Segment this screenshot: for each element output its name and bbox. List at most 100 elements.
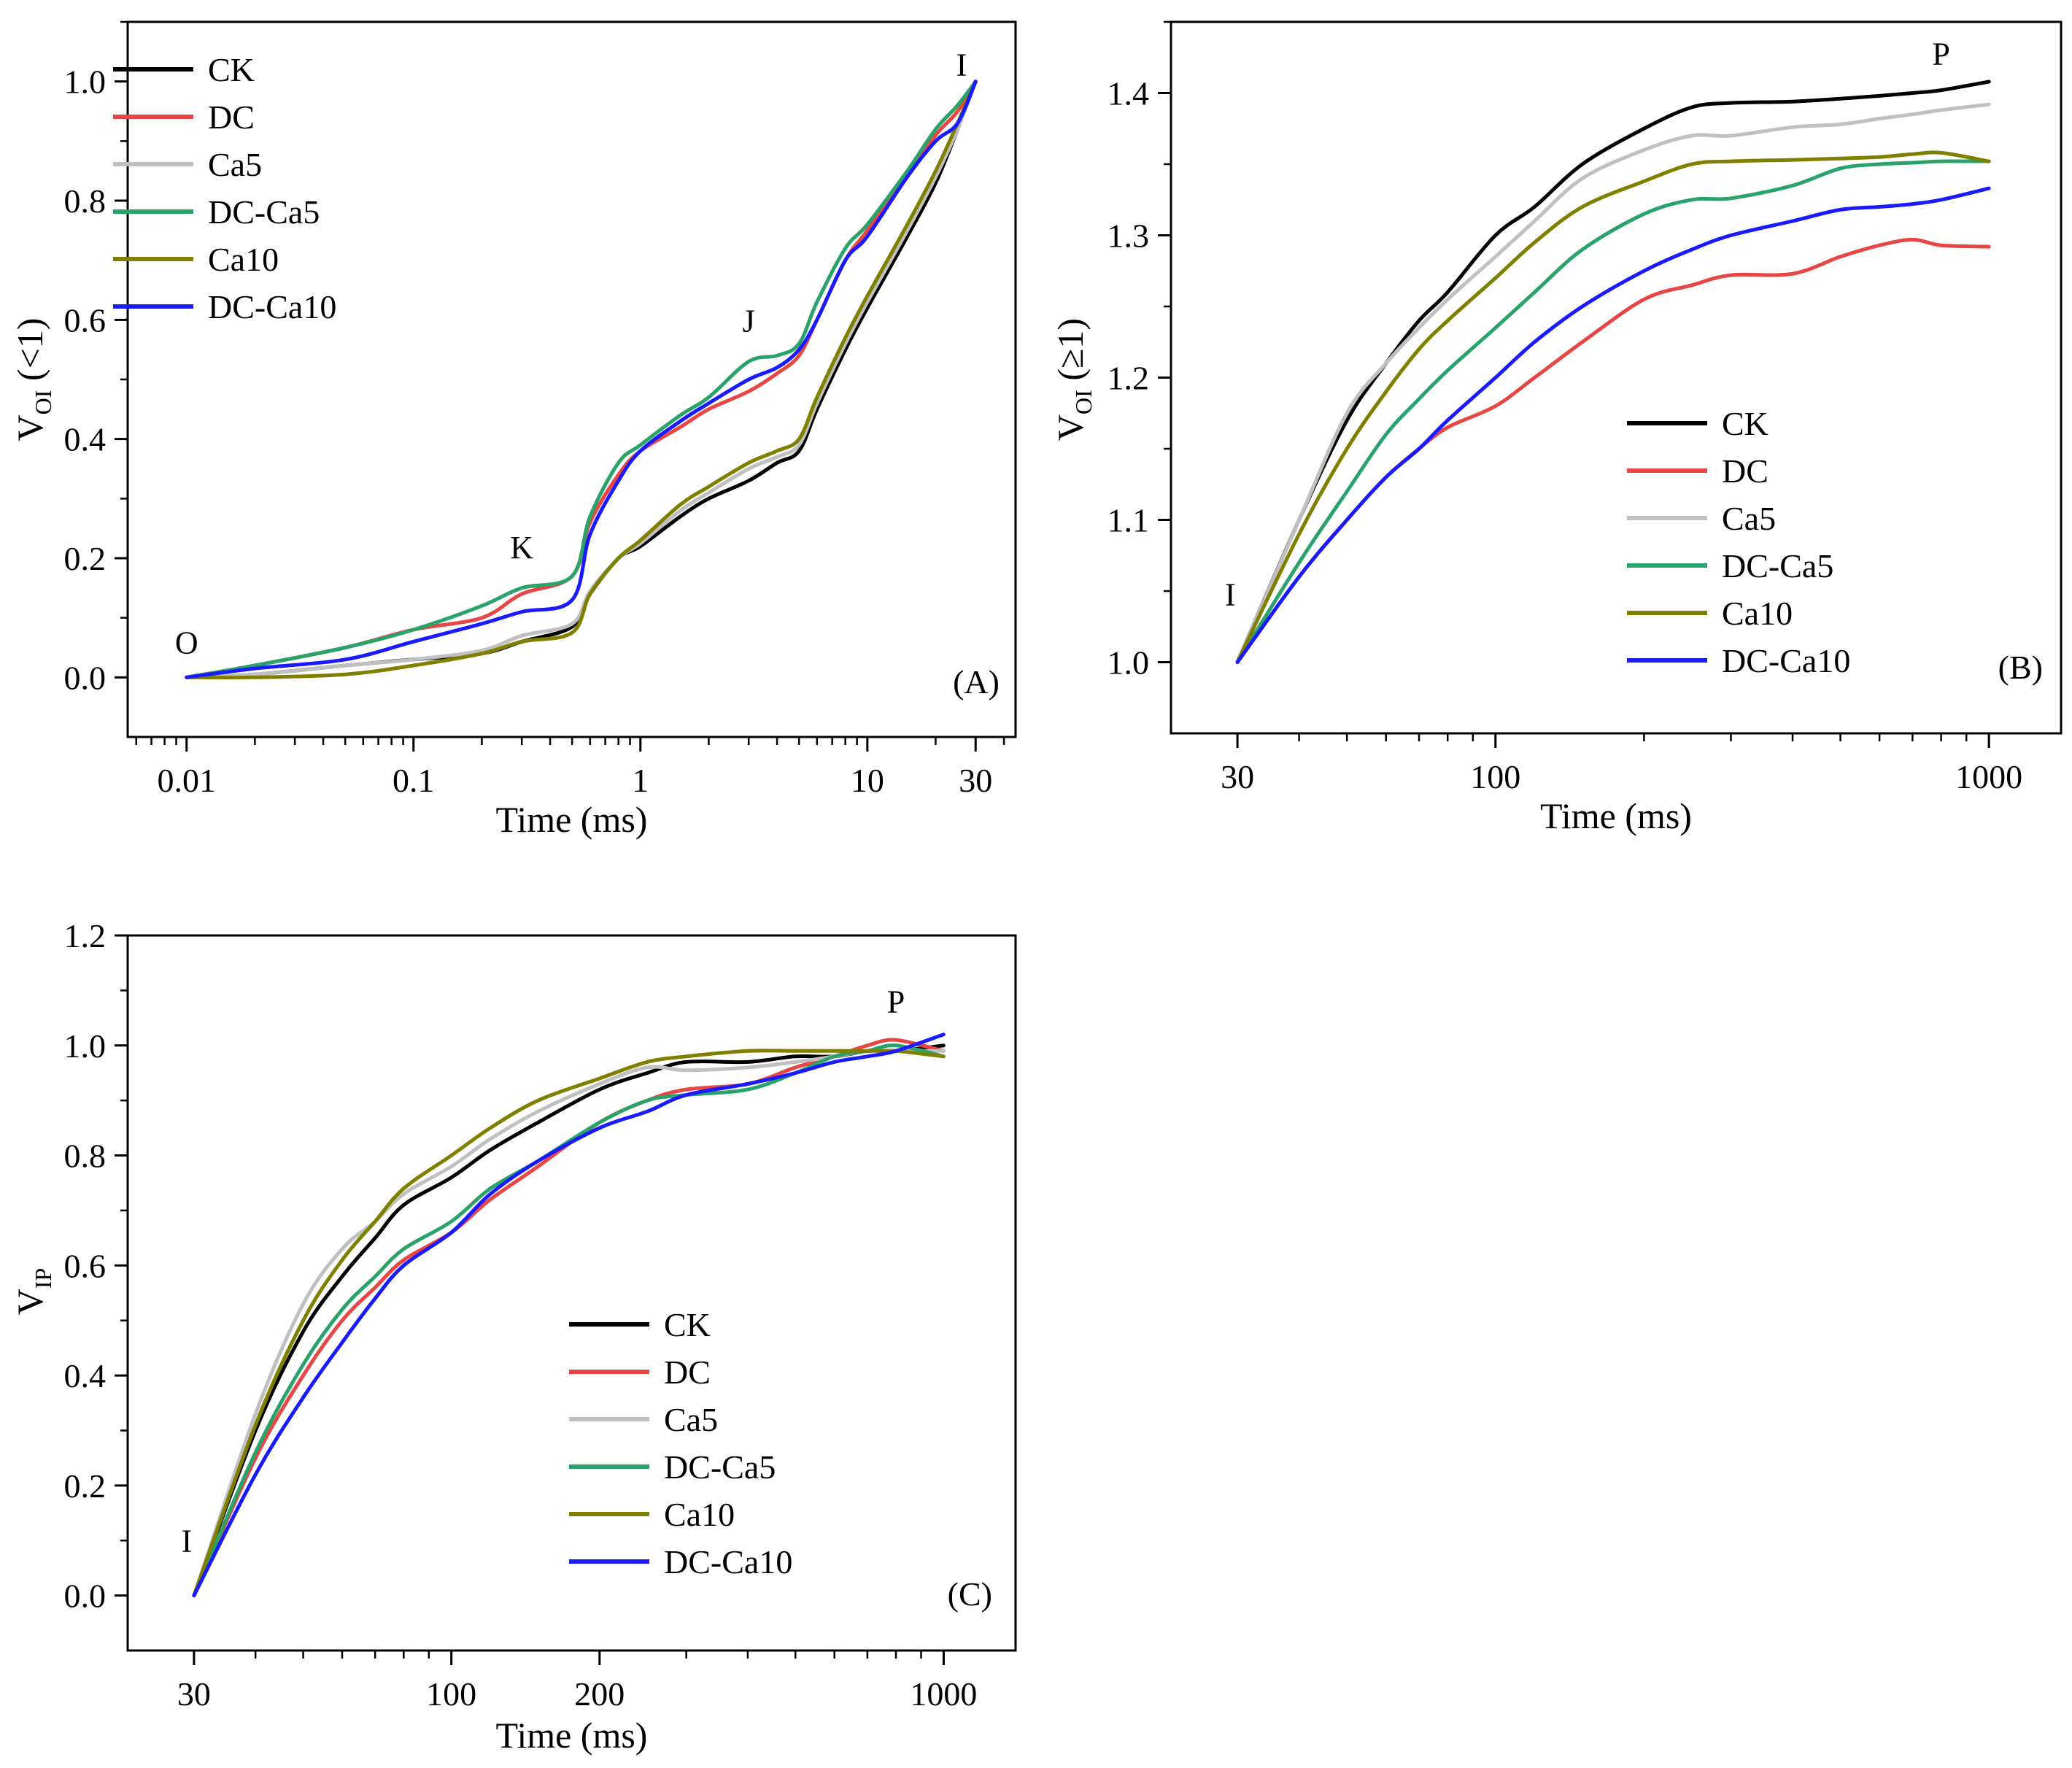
y-tick-label-1-0: 1.0 xyxy=(64,63,107,101)
y-tick-label-0-6: 0.6 xyxy=(64,1247,107,1284)
series-line-ca10 xyxy=(185,80,978,680)
panel-label: (A) xyxy=(953,663,1000,700)
legend-label-ca5: Ca5 xyxy=(208,146,262,183)
series-line-ck xyxy=(1235,80,1991,664)
y-tick-label-0-4: 0.4 xyxy=(64,421,107,458)
legend-label-ck: CK xyxy=(208,51,255,88)
plot-frame xyxy=(1170,20,2063,735)
legend: CK DC Ca5 DC-Ca5 Ca10 DC-Ca10 xyxy=(569,1306,792,1580)
x-tick-label-1000: 1000 xyxy=(910,1675,977,1713)
x-tick-label-100: 100 xyxy=(1470,758,1520,795)
series-line-ca5 xyxy=(185,80,978,679)
y-axis-title-suffix: (≥1) xyxy=(1050,318,1091,390)
x-axis-title: Time (ms) xyxy=(496,1715,648,1756)
y-tick-label-1-2: 1.2 xyxy=(1107,360,1150,397)
x-tick-label-30: 30 xyxy=(959,762,992,799)
panel-b: 30 100 1000 1.0 1.1 1.2 1.3 1.4 Time (ms) VOI (≥1… xyxy=(1050,20,2063,836)
panel-a: 0.01 0.1 1 10 30 0.0 0.2 0.4 0.6 0.8 1.0 Time (ms) V… xyxy=(9,20,1017,840)
x-tick-label-30: 30 xyxy=(1221,758,1254,795)
plot-frame xyxy=(126,934,1017,1652)
y-axis-title-main: V xyxy=(9,1289,50,1315)
legend-label-ck: CK xyxy=(664,1306,711,1343)
series-line-dc-ca10 xyxy=(192,1032,946,1598)
y-axis-title: VOI (≥1) xyxy=(1050,318,1097,441)
series-line-dc xyxy=(1235,237,1991,664)
y-tick-label-0-8: 0.8 xyxy=(64,182,107,220)
x-tick-label-100: 100 xyxy=(426,1675,476,1713)
y-tick-label-1-3: 1.3 xyxy=(1107,217,1150,255)
legend-label-dc-ca10: DC-Ca10 xyxy=(208,288,336,325)
legend-label-dc-ca5: DC-Ca5 xyxy=(208,193,320,231)
x-tick-label-10: 10 xyxy=(851,762,884,799)
y-tick-label-1-1: 1.1 xyxy=(1107,502,1150,539)
legend-label-dc-ca10: DC-Ca10 xyxy=(1722,642,1850,679)
x-tick-label-30: 30 xyxy=(177,1675,211,1713)
y-axis-title-main: V xyxy=(1050,414,1091,441)
annotation-p: P xyxy=(887,984,905,1020)
series-line-dc-ca5 xyxy=(185,80,978,679)
series-group xyxy=(1235,80,1991,664)
series-line-dc-ca10 xyxy=(1235,186,1991,664)
annotation-o: O xyxy=(175,625,198,661)
x-axis-title: Time (ms) xyxy=(496,799,648,840)
legend-label-ca10: Ca10 xyxy=(208,241,279,278)
panel-c: 30 100 200 1000 0.0 0.2 0.4 0.6 0.8 1.0 1.2 Time (m… xyxy=(9,917,1017,1756)
legend-label-dc: DC xyxy=(208,99,255,136)
series-group xyxy=(185,80,978,680)
y-axis-title-subscript: OI xyxy=(1070,390,1097,414)
x-axis-title: Time (ms) xyxy=(1540,795,1692,836)
annotation-i: I xyxy=(1225,577,1236,613)
y-tick-label-1-0: 1.0 xyxy=(64,1027,107,1065)
series-line-ca10 xyxy=(192,1049,946,1598)
y-tick-label-0-4: 0.4 xyxy=(64,1357,107,1394)
x-tick-label-1000: 1000 xyxy=(1955,758,2022,795)
legend-label-ca10: Ca10 xyxy=(664,1496,735,1533)
series-line-dc-ca5 xyxy=(192,1043,946,1598)
plot-frame xyxy=(126,20,1017,738)
panel-label: (C) xyxy=(948,1575,992,1613)
legend-label-dc-ca10: DC-Ca10 xyxy=(664,1543,792,1580)
y-tick-label-0-2: 0.2 xyxy=(64,1467,107,1505)
legend-label-dc-ca5: DC-Ca5 xyxy=(1722,547,1833,584)
panel-label: (B) xyxy=(1998,649,2043,686)
series-line-dc-ca5 xyxy=(1235,159,1991,664)
y-axis-title-subscript: OI xyxy=(30,390,56,415)
legend-label-dc-ca5: DC-Ca5 xyxy=(664,1448,776,1486)
legend-label-dc: DC xyxy=(1722,452,1768,490)
annotation-k: K xyxy=(510,530,533,565)
series-group xyxy=(192,1032,946,1598)
series-line-ca5 xyxy=(1235,102,1991,664)
x-tick-label-0-01: 0.01 xyxy=(158,762,217,799)
series-line-ck xyxy=(185,80,978,679)
x-tick-label-1: 1 xyxy=(632,762,649,799)
y-tick-label-0-6: 0.6 xyxy=(64,301,107,339)
y-tick-label-1-2: 1.2 xyxy=(64,917,107,954)
legend-label-ca5: Ca5 xyxy=(664,1401,718,1438)
series-line-dc-ca10 xyxy=(185,80,978,679)
y-axis-title: VIP xyxy=(9,1268,56,1316)
annotation-i: I xyxy=(956,47,967,83)
y-axis-title: VOI (<1) xyxy=(9,318,56,441)
series-line-ck xyxy=(192,1043,946,1598)
y-tick-label-0-0: 0.0 xyxy=(64,1578,107,1615)
series-line-dc xyxy=(185,80,978,679)
annotation-i: I xyxy=(182,1523,193,1559)
y-axis-title-subscript: IP xyxy=(30,1268,56,1289)
legend: CK DC Ca5 DC-Ca5 Ca10 DC-Ca10 xyxy=(1627,405,1850,679)
y-axis-title-main: V xyxy=(9,414,50,441)
annotation-p: P xyxy=(1932,36,1949,72)
legend-label-ca10: Ca10 xyxy=(1722,595,1793,632)
annotation-j: J xyxy=(743,304,755,339)
legend: CK DC Ca5 DC-Ca5 Ca10 DC-Ca10 xyxy=(113,51,336,325)
y-tick-label-1-4: 1.4 xyxy=(1107,75,1150,112)
legend-label-dc: DC xyxy=(664,1354,711,1391)
y-tick-label-1-0: 1.0 xyxy=(1107,644,1150,682)
y-tick-label-0-2: 0.2 xyxy=(64,540,107,577)
y-tick-label-0-0: 0.0 xyxy=(64,659,107,696)
legend-label-ca5: Ca5 xyxy=(1722,500,1776,537)
y-axis-title-suffix: (<1) xyxy=(9,318,50,390)
legend-label-ck: CK xyxy=(1722,405,1768,442)
series-line-ca10 xyxy=(1235,150,1991,664)
x-tick-label-0-1: 0.1 xyxy=(393,762,435,799)
